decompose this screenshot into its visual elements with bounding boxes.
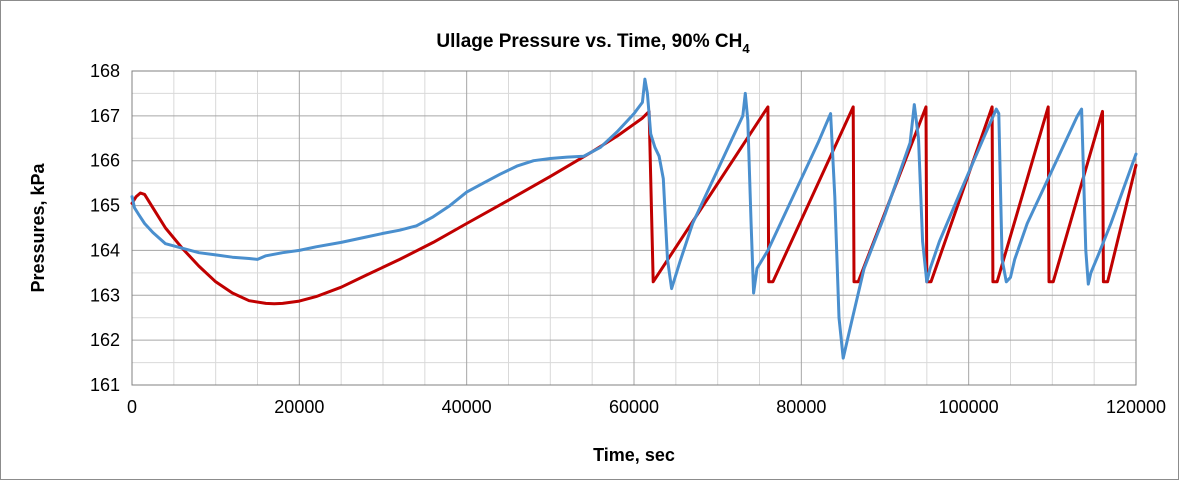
- y-tick-label: 168: [90, 61, 120, 81]
- series-line-2: [130, 77, 1138, 360]
- x-tick-label: 40000: [442, 397, 492, 417]
- x-tick-label: 0: [127, 397, 137, 417]
- y-tick-label: 161: [90, 375, 120, 395]
- x-tick-label: 120000: [1106, 397, 1166, 417]
- y-tick-label: 162: [90, 330, 120, 350]
- x-tick-label: 100000: [939, 397, 999, 417]
- x-tick-label: 60000: [609, 397, 659, 417]
- x-axis-title: Time, sec: [593, 445, 675, 465]
- y-tick-label: 164: [90, 240, 120, 260]
- chart-title-subscript: 4: [742, 41, 750, 56]
- series-layer: [130, 77, 1138, 360]
- grid-layer: [131, 70, 1137, 386]
- y-tick-label: 167: [90, 106, 120, 126]
- chart-title: Ullage Pressure vs. Time, 90% CH4: [436, 31, 750, 56]
- y-tick-label: 166: [90, 151, 120, 171]
- y-tick-label: 165: [90, 196, 120, 216]
- y-tick-label: 163: [90, 285, 120, 305]
- tick-label-layer: 0 20000 40000 60000 80000 100000 120000 161 162 1…: [90, 61, 1166, 417]
- x-tick-label: 80000: [776, 397, 826, 417]
- x-tick-label: 20000: [274, 397, 324, 417]
- plot-area-border: [131, 70, 1137, 386]
- y-axis-title: Pressures, kPa: [28, 162, 48, 292]
